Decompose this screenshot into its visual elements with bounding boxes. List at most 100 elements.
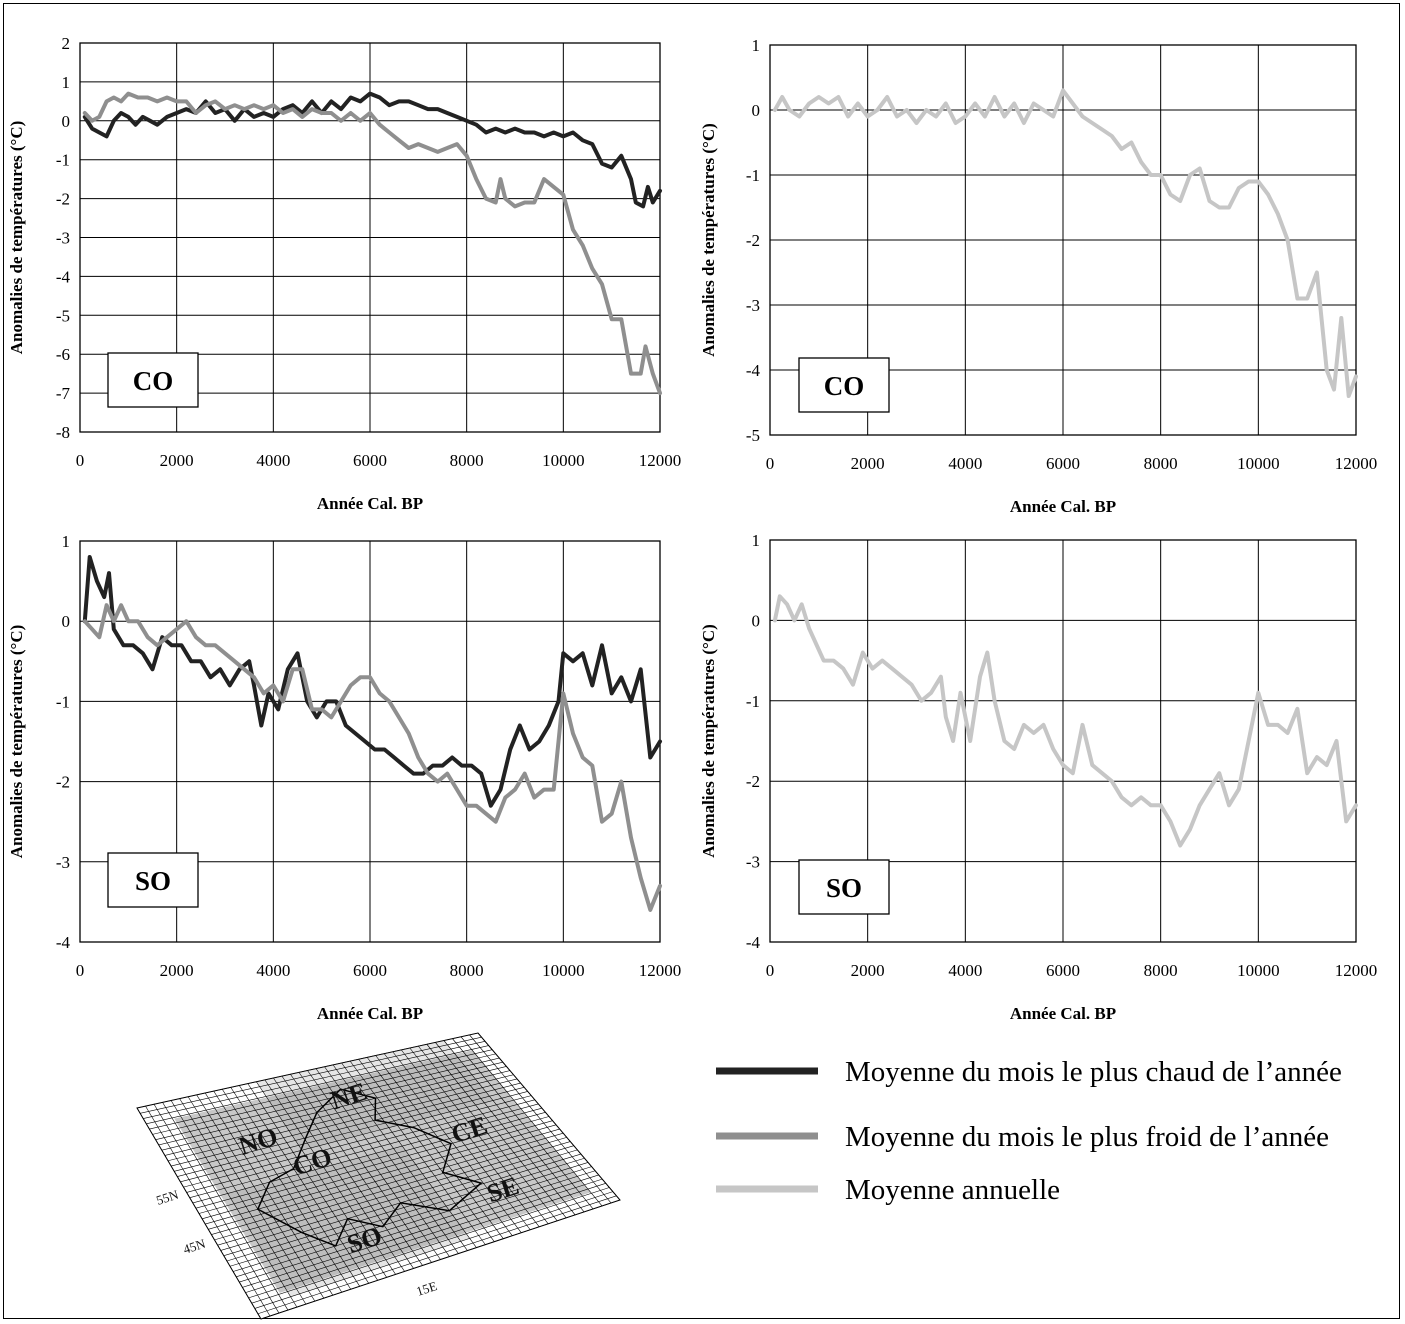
y-tick-label: 0 xyxy=(752,101,761,120)
y-tick-label: 1 xyxy=(62,532,71,551)
map-grid-line xyxy=(254,1191,613,1309)
map-lat-label: 55N xyxy=(154,1186,181,1207)
y-tick-label: -5 xyxy=(56,306,70,325)
map-grid-line xyxy=(236,1166,592,1278)
y-tick-label: 1 xyxy=(62,73,71,92)
y-tick-label: -2 xyxy=(56,190,70,209)
map-grid-line xyxy=(452,1038,594,1210)
map-land-area xyxy=(256,1040,493,1151)
chart-co-seasonal: 0 2000 4000 6000 8000 10000 12000 2 1 0 -1 -2 -3 -4 -5… xyxy=(7,34,681,513)
x-tick-label: 6000 xyxy=(353,451,387,470)
x-tick-label: 8000 xyxy=(1144,961,1178,980)
map-grid-line xyxy=(383,1053,522,1233)
y-axis-label: Anomalies de températures (°C) xyxy=(699,624,718,858)
map-grid-line xyxy=(443,1040,585,1213)
x-tick-label: 4000 xyxy=(256,961,290,980)
x-axis-label: Année Cal. BP xyxy=(317,494,423,513)
x-tick-label: 6000 xyxy=(1046,454,1080,473)
plot-area-border xyxy=(79,42,661,433)
map-grid-line xyxy=(324,1066,459,1254)
map-grid-line xyxy=(349,1060,486,1245)
y-tick-label: -1 xyxy=(56,151,70,170)
map-grid-line xyxy=(409,1047,549,1224)
map-grid-line xyxy=(239,1170,596,1283)
y-tick-label: 1 xyxy=(752,531,761,550)
map-grid-line xyxy=(229,1157,585,1267)
y-tick-label: 0 xyxy=(62,112,71,131)
x-tick-label: 10000 xyxy=(1237,454,1280,473)
map-grid-line xyxy=(392,1051,531,1230)
map-grid-line xyxy=(220,1145,574,1251)
map-grid-line xyxy=(257,1195,617,1315)
series-line-cold xyxy=(82,603,662,912)
map-grid-line xyxy=(375,1055,513,1236)
map-grid-line xyxy=(198,1116,550,1214)
y-tick-label: -3 xyxy=(746,853,760,872)
map-grid-line xyxy=(260,1199,621,1320)
map-grid-line xyxy=(315,1068,450,1257)
map-grid-line xyxy=(242,1174,599,1288)
y-tick-label: -3 xyxy=(56,853,70,872)
chart-co-annual: 0 2000 4000 6000 8000 10000 12000 1 0 -1 -2 -3 -4 -5 A… xyxy=(699,36,1377,516)
map-grid-line xyxy=(460,1036,603,1207)
legend: Moyenne du mois le plus chaud de l’année… xyxy=(716,1056,1342,1206)
x-tick-label: 0 xyxy=(766,961,775,980)
map-grid-line xyxy=(226,1153,582,1262)
plot-area-border xyxy=(769,539,1357,943)
y-tick-label: -2 xyxy=(746,772,760,791)
y-axis-label: Anomalies de températures (°C) xyxy=(7,121,26,355)
region-label: SO xyxy=(826,873,862,903)
x-tick-label: 10000 xyxy=(1237,961,1280,980)
x-tick-label: 0 xyxy=(766,454,775,473)
x-tick-label: 12000 xyxy=(1335,454,1378,473)
x-tick-label: 4000 xyxy=(948,961,982,980)
chart-so-annual: 0 2000 4000 6000 8000 10000 12000 1 0 -1 -2 -3 -4 Ann… xyxy=(699,531,1377,1023)
x-axis-label: Année Cal. BP xyxy=(317,1004,423,1023)
x-tick-label: 2000 xyxy=(851,454,885,473)
y-tick-label: -3 xyxy=(56,229,70,248)
y-tick-label: -4 xyxy=(746,361,761,380)
map-grid-line xyxy=(435,1042,576,1216)
y-tick-label: -2 xyxy=(56,773,70,792)
x-tick-label: 0 xyxy=(76,961,85,980)
x-tick-label: 8000 xyxy=(1144,454,1178,473)
x-tick-label: 2000 xyxy=(160,961,194,980)
map-grid-line xyxy=(214,1137,567,1241)
map-grid-line xyxy=(217,1141,571,1246)
y-tick-label: -4 xyxy=(56,933,71,952)
y-tick-label: 2 xyxy=(62,34,71,53)
y-tick-label: -1 xyxy=(56,692,70,711)
legend-label-annual: Moyenne annuelle xyxy=(845,1174,1060,1206)
map-grid-line xyxy=(211,1132,564,1235)
y-tick-label: -2 xyxy=(746,231,760,250)
x-tick-label: 12000 xyxy=(1335,961,1378,980)
region-label-box xyxy=(798,859,890,915)
plot-area-border xyxy=(769,44,1357,436)
region-label-box xyxy=(107,352,199,408)
y-tick-label: -8 xyxy=(56,423,70,442)
map-grid-line xyxy=(477,1032,621,1201)
map-grid-line xyxy=(426,1044,567,1219)
x-tick-label: 4000 xyxy=(948,454,982,473)
figure-frame xyxy=(3,3,1400,1319)
region-label: CO xyxy=(824,371,865,401)
x-tick-label: 6000 xyxy=(1046,961,1080,980)
y-tick-label: -7 xyxy=(56,384,71,403)
map-grid-line xyxy=(233,1162,589,1272)
y-tick-label: 0 xyxy=(62,612,71,631)
series-line-warm xyxy=(82,91,662,209)
map-grid-line xyxy=(205,1124,557,1225)
region-label-box xyxy=(798,357,890,413)
x-tick-label: 4000 xyxy=(256,451,290,470)
x-tick-label: 12000 xyxy=(639,961,682,980)
y-tick-label: -1 xyxy=(746,166,760,185)
y-tick-label: -3 xyxy=(746,296,760,315)
map-land-area xyxy=(174,1050,591,1293)
map-grid-line xyxy=(358,1059,495,1242)
map-lat-label: 45N xyxy=(181,1235,208,1256)
series-line-cold xyxy=(82,91,662,396)
map-grid-line xyxy=(248,1183,606,1299)
series-line-warm xyxy=(82,555,662,808)
map-grid-line xyxy=(401,1049,540,1227)
